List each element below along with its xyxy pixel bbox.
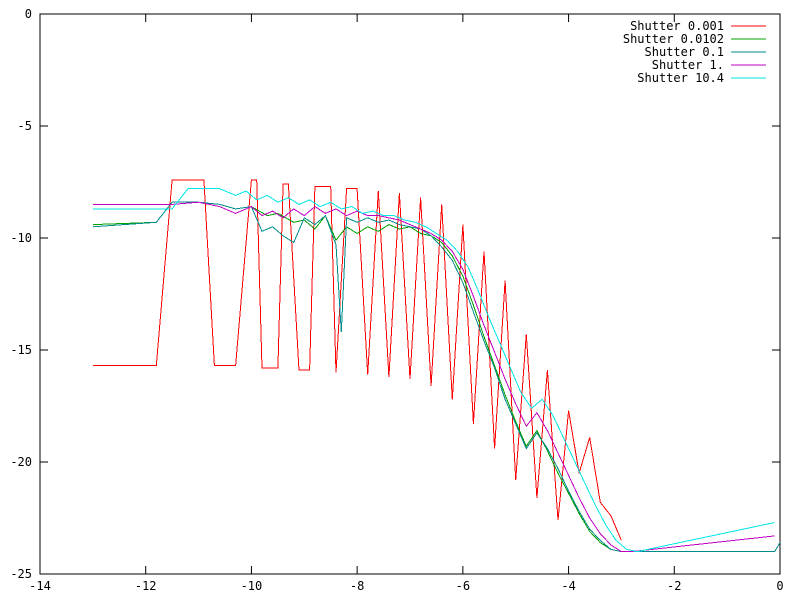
x-tick-label: -10 [241,579,263,593]
x-tick-label: 0 [776,579,783,593]
y-tick-label: -20 [10,455,32,469]
x-tick-label: -6 [456,579,470,593]
x-tick-label: -4 [561,579,575,593]
series-line-0 [92,179,622,541]
series-line-3 [92,201,775,553]
plot-frame [39,13,781,575]
x-tick-label: -8 [350,579,364,593]
axis-ticks: -14 -12 -10 -8 -6 -4 -2 00-5-10-15-20-25 [10,7,783,593]
legend-label: Shutter 10.4 [637,71,724,85]
series-line-2 [92,201,781,553]
series-layer [92,179,781,553]
y-tick-label: -10 [10,231,32,245]
series-line-4 [92,188,775,553]
x-tick-label: -12 [135,579,157,593]
y-tick-label: -5 [18,119,32,133]
y-tick-label: -25 [10,567,32,581]
legend-label: Shutter 1. [652,58,724,72]
legend-label: Shutter 0.001 [630,19,724,33]
x-tick-label: -2 [667,579,681,593]
legend-label: Shutter 0.0102 [623,32,724,46]
y-tick-label: -15 [10,343,32,357]
y-tick-label: 0 [25,7,32,21]
x-tick-label: -14 [29,579,51,593]
legend-label: Shutter 0.1 [645,45,724,59]
